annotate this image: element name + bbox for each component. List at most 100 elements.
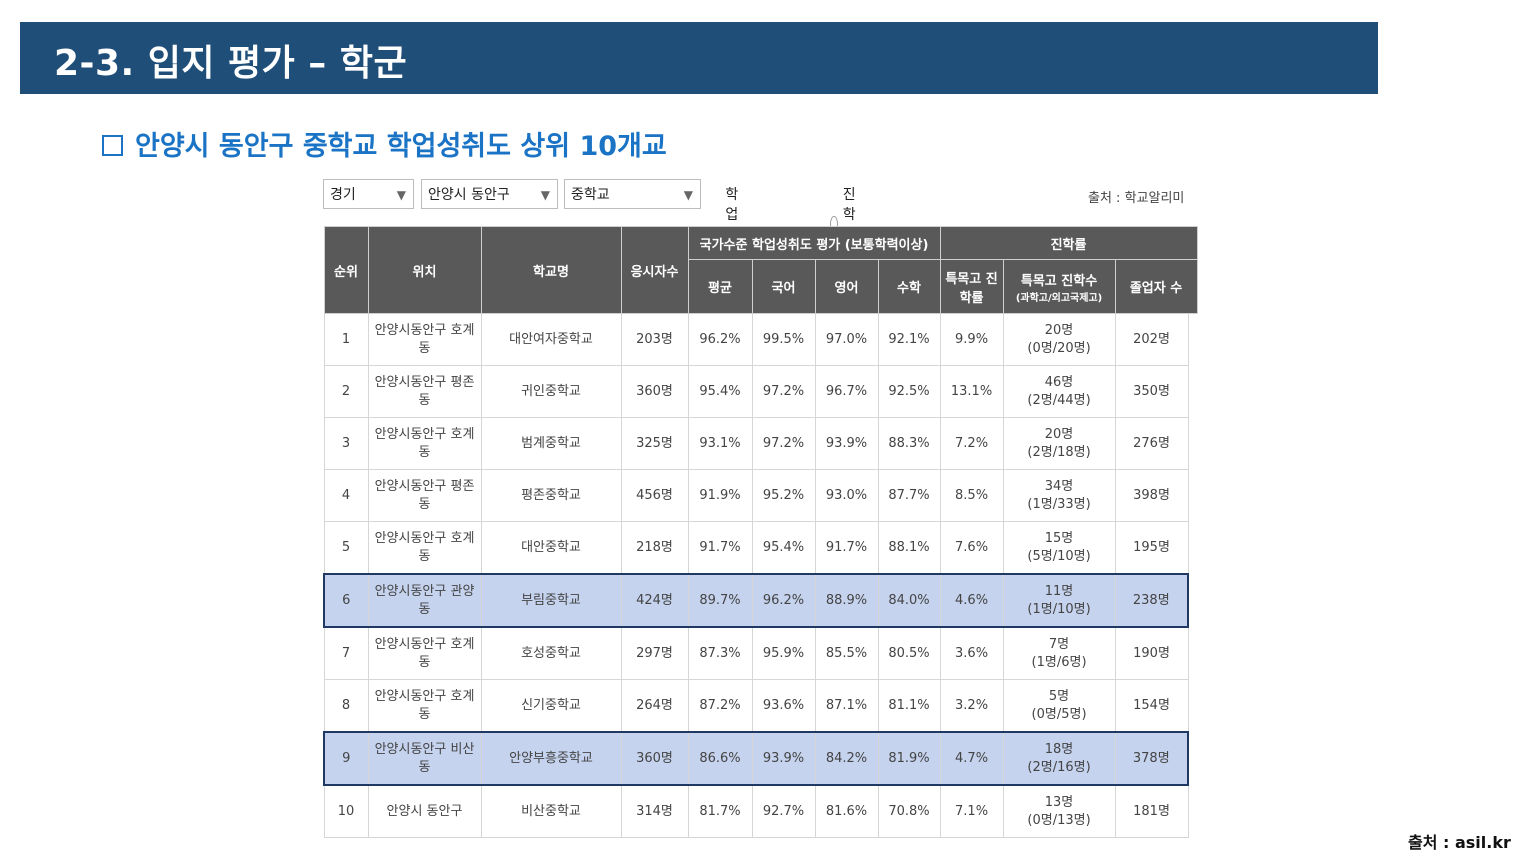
- dropdown-arrow-icon: ▼: [540, 188, 550, 202]
- cell-english: 84.2%: [815, 731, 879, 786]
- cell-school: 대안여자중학교: [481, 313, 622, 366]
- cell-korean: 97.2%: [752, 365, 816, 418]
- cell-special-rate: 3.2%: [940, 679, 1004, 733]
- cell-special-count: 13명 (0명/13명): [1003, 785, 1116, 838]
- special-count-breakdown: (2명/18명): [1027, 444, 1091, 460]
- cell-special-rate: 13.1%: [940, 365, 1004, 418]
- cell-special-rate: 7.1%: [940, 785, 1004, 838]
- section-title: 안양시 동안구 중학교 학업성취도 상위 10개교: [102, 124, 667, 163]
- cell-avg: 86.6%: [688, 731, 753, 786]
- cell-graduates: 276명: [1115, 417, 1189, 470]
- special-count-value: 11명: [1044, 583, 1074, 599]
- header-school: 학교명: [480, 226, 622, 314]
- cell-location: 안양시동안구 호계동: [368, 521, 482, 575]
- cell-special-count: 15명 (5명/10명): [1003, 521, 1116, 575]
- achievement-table: 순위 위치 학교명 응시자수 국가수준 학업성취도 평가 (보통학력이상) 진학…: [323, 226, 1198, 838]
- cell-english: 81.6%: [815, 785, 879, 838]
- cell-school: 비산중학교: [481, 785, 622, 838]
- cell-test-takers: 297명: [621, 627, 689, 680]
- header-achievement-group: 국가수준 학업성취도 평가 (보통학력이상): [687, 226, 941, 260]
- page-title: 2-3. 입지 평가 – 학군: [54, 43, 408, 84]
- cell-school: 범계중학교: [481, 417, 622, 470]
- cell-special-rate: 9.9%: [940, 313, 1004, 366]
- cell-korean: 93.9%: [752, 731, 816, 786]
- region-select[interactable]: 경기 ▼: [323, 179, 414, 209]
- cell-spacer: [1188, 679, 1198, 732]
- cell-school: 호성중학교: [481, 627, 622, 680]
- cell-rank: 7: [323, 627, 369, 680]
- special-count-value: 5명: [1048, 688, 1070, 704]
- header-special-rate: 특목고 진학률: [939, 259, 1004, 314]
- cell-spacer: [1188, 313, 1198, 366]
- special-count-breakdown: (1명/10명): [1027, 601, 1091, 617]
- special-count-value: 15명: [1044, 530, 1074, 546]
- cell-math: 70.8%: [878, 785, 941, 838]
- cell-special-count: 7명 (1명/6명): [1003, 627, 1116, 680]
- school-level-select[interactable]: 중학교 ▼: [564, 179, 701, 209]
- cell-math: 88.1%: [878, 521, 941, 575]
- cell-korean: 95.4%: [752, 521, 816, 575]
- cell-location: 안양시동안구 관양동: [368, 573, 482, 628]
- region-select-value: 경기: [330, 187, 356, 203]
- cell-school: 평존중학교: [481, 469, 622, 522]
- cell-english: 96.7%: [815, 365, 879, 418]
- cell-rank: 1: [323, 313, 369, 366]
- cell-school: 신기중학교: [481, 679, 622, 733]
- title-bar: 2-3. 입지 평가 – 학군: [20, 22, 1378, 94]
- cell-graduates: 154명: [1115, 679, 1189, 733]
- cell-korean: 95.2%: [752, 469, 816, 522]
- table-row: 4 안양시동안구 평존동 평존중학교 456명 91.9% 95.2% 93.0% 87.7%…: [323, 469, 1198, 522]
- cell-english: 85.5%: [815, 627, 879, 680]
- cell-school: 귀인중학교: [481, 365, 622, 418]
- cell-test-takers: 264명: [621, 679, 689, 733]
- table-row: 1 안양시동안구 호계동 대안여자중학교 203명 96.2% 99.5% 97.0% 92.…: [323, 313, 1198, 366]
- cell-rank: 3: [323, 417, 369, 470]
- cell-rank: 5: [323, 521, 369, 575]
- district-select[interactable]: 안양시 동안구 ▼: [421, 179, 558, 209]
- table-row: 7 안양시동안구 호계동 호성중학교 297명 87.3% 95.9% 85.5% 80.5%…: [323, 627, 1198, 680]
- cell-special-rate: 4.6%: [940, 573, 1004, 628]
- table-row: 5 안양시동안구 호계동 대안중학교 218명 91.7% 95.4% 91.7% 88.1%…: [323, 521, 1198, 575]
- source-footer: 출처 : asil.kr: [1408, 833, 1511, 852]
- cell-rank: 2: [323, 365, 369, 418]
- cell-test-takers: 360명: [621, 731, 689, 786]
- cell-avg: 93.1%: [688, 417, 753, 470]
- checkbox-square-icon: [102, 135, 123, 156]
- cell-math: 87.7%: [878, 469, 941, 522]
- header-special-count-label: 특목고 진학수: [1020, 273, 1098, 289]
- header-advancement-group: 진학률: [939, 226, 1198, 260]
- cell-avg: 81.7%: [688, 785, 753, 838]
- source-label: 출처 : 학교알리미: [1088, 191, 1185, 206]
- header-korean: 국어: [751, 259, 816, 314]
- cell-test-takers: 360명: [621, 365, 689, 418]
- cell-test-takers: 456명: [621, 469, 689, 522]
- cell-avg: 91.7%: [688, 521, 753, 575]
- cell-location: 안양시동안구 호계동: [368, 679, 482, 733]
- cell-korean: 99.5%: [752, 313, 816, 366]
- cell-location: 안양시동안구 호계동: [368, 627, 482, 680]
- cell-spacer: [1188, 785, 1198, 838]
- special-count-breakdown: (5명/10명): [1027, 548, 1091, 564]
- cell-special-count: 34명 (1명/33명): [1003, 469, 1116, 522]
- cell-graduates: 350명: [1115, 365, 1189, 418]
- cell-spacer: [1188, 627, 1198, 680]
- table-row: 6 안양시동안구 관양동 부림중학교 424명 89.7% 96.2% 88.9% 84.0%…: [323, 573, 1198, 628]
- cell-rank: 8: [323, 679, 369, 733]
- cell-english: 91.7%: [815, 521, 879, 575]
- cell-test-takers: 203명: [621, 313, 689, 366]
- special-count-value: 20명: [1044, 426, 1074, 442]
- cell-location: 안양시 동안구: [368, 785, 482, 838]
- cell-english: 97.0%: [815, 313, 879, 366]
- cell-special-count: 20명 (2명/18명): [1003, 417, 1116, 470]
- special-count-breakdown: (2명/16명): [1027, 759, 1091, 775]
- section-title-text: 안양시 동안구 중학교 학업성취도 상위 10개교: [135, 131, 667, 162]
- header-test-takers: 응시자수: [620, 226, 689, 314]
- cell-spacer: [1188, 417, 1198, 470]
- cell-special-rate: 7.2%: [940, 417, 1004, 470]
- table-row: 9 안양시동안구 비산동 안양부흥중학교 360명 86.6% 93.9% 84.2% 81.…: [323, 731, 1198, 786]
- cell-special-count: 11명 (1명/10명): [1003, 573, 1116, 628]
- cell-graduates: 181명: [1115, 785, 1189, 838]
- table-row: 8 안양시동안구 호계동 신기중학교 264명 87.2% 93.6% 87.1% 81.1%…: [323, 679, 1198, 733]
- cell-graduates: 195명: [1115, 521, 1189, 575]
- cell-special-rate: 8.5%: [940, 469, 1004, 522]
